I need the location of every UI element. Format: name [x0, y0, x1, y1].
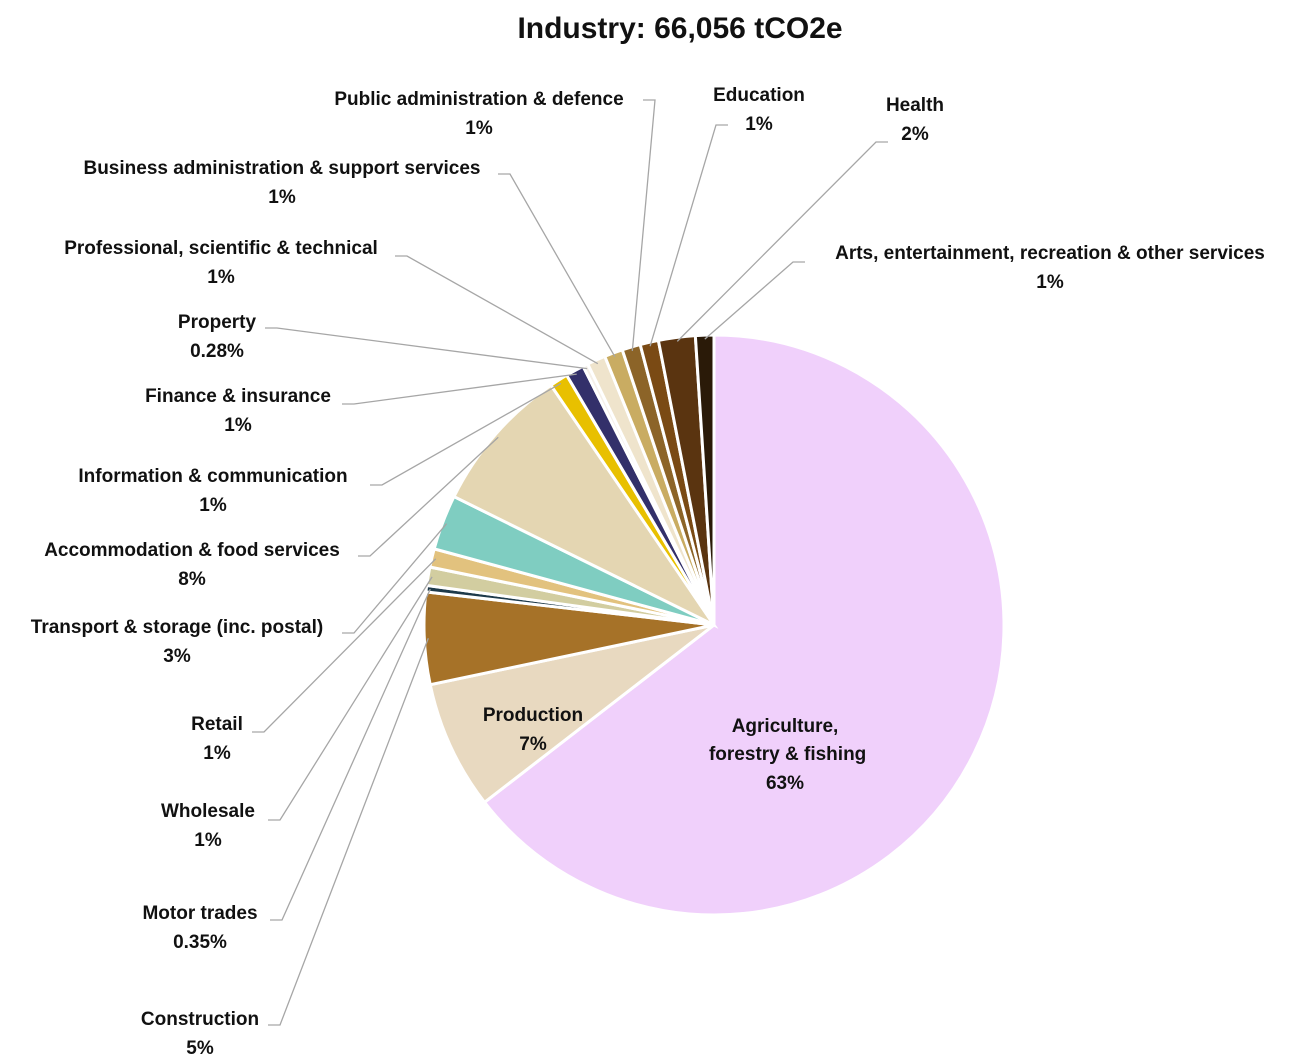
slice-label: Motor trades: [142, 903, 257, 924]
slice-label: Public administration & defence: [334, 89, 623, 110]
slice-label: Professional, scientific & technical: [64, 238, 378, 259]
leader-line: [265, 327, 588, 370]
value-label: 5%: [186, 1038, 214, 1059]
slice-label: Agriculture, forestry & fishing: [704, 716, 867, 765]
slice-label: Accommodation & food services: [44, 540, 340, 561]
value-label: 2%: [901, 124, 929, 145]
value-label: 63%: [766, 773, 804, 794]
leader-line: [676, 141, 888, 342]
slice-label: Construction: [141, 1009, 259, 1030]
slice-label: Health: [886, 95, 944, 116]
slice-label: Retail: [191, 714, 243, 735]
value-label: 1%: [199, 495, 227, 516]
leader-line: [342, 523, 448, 634]
leader-line: [268, 638, 429, 1026]
label-line: Agriculture,: [732, 716, 839, 737]
leader-line: [252, 558, 437, 733]
label-line: forestry & fishing: [704, 744, 867, 765]
value-label: 1%: [465, 118, 493, 139]
pie-slice: [482, 333, 1006, 917]
leader-line: [649, 124, 728, 347]
slice-label: Arts, entertainment, recreation & other …: [835, 243, 1265, 264]
slice-label: Wholesale: [161, 801, 255, 822]
slice-label: Transport & storage (inc. postal): [31, 617, 323, 638]
leader-line: [268, 576, 433, 821]
leader-line: [358, 436, 499, 557]
leader-line: [342, 373, 577, 405]
pie-slice: [693, 333, 716, 626]
slice-label: Property: [178, 312, 257, 333]
pie-slice: [451, 383, 719, 629]
value-label: 1%: [207, 267, 235, 288]
value-label: 1%: [224, 415, 252, 436]
leader-line: [498, 173, 616, 358]
chart-title: Industry: 66,056 tCO2e: [517, 12, 842, 45]
pie-slice: [428, 623, 715, 805]
value-label: 1%: [1036, 272, 1064, 293]
slice-label: Production: [483, 705, 583, 726]
slice-label: Information & communication: [78, 466, 347, 487]
leader-line: [631, 99, 656, 351]
value-label: 1%: [268, 187, 296, 208]
value-label: 7%: [519, 734, 547, 755]
leader-line: [370, 382, 562, 486]
slice-label: Education: [713, 85, 805, 106]
value-label: 3%: [163, 646, 191, 667]
value-label: 0.35%: [173, 932, 227, 953]
value-label: 8%: [178, 569, 206, 590]
slice-label: Finance & insurance: [145, 386, 331, 407]
value-label: 1%: [194, 830, 222, 851]
leader-line: [704, 261, 805, 340]
value-label: 1%: [745, 114, 773, 135]
leader-line: [395, 255, 599, 365]
value-label: 0.28%: [190, 341, 244, 362]
value-label: 1%: [203, 743, 231, 764]
leader-line: [270, 588, 431, 921]
slice-label: Business administration & support servic…: [83, 158, 480, 179]
